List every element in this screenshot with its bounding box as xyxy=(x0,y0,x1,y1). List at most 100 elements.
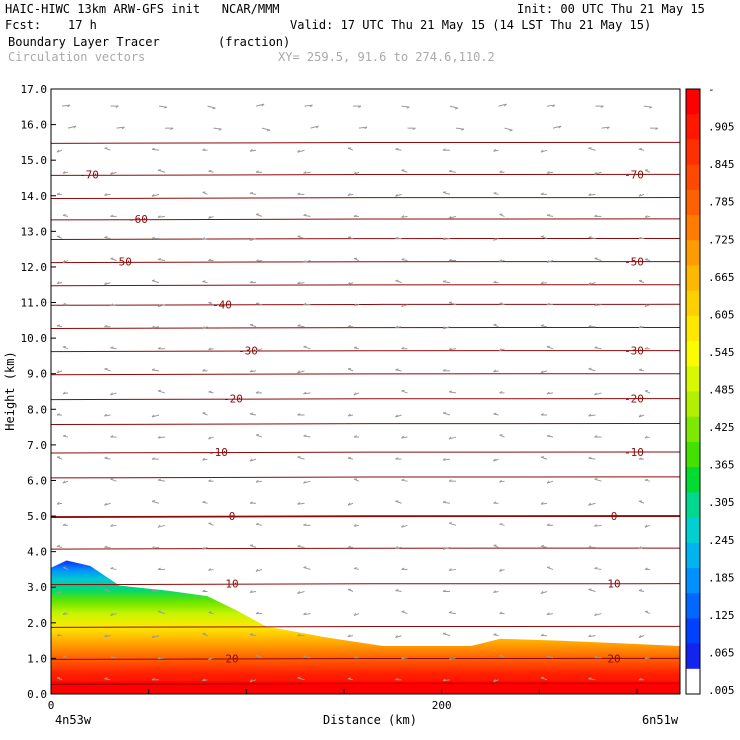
plot-frame xyxy=(50,88,681,695)
circulation-vector-head xyxy=(594,478,598,480)
circulation-vector xyxy=(442,281,451,284)
circulation-vector xyxy=(594,171,602,175)
circulation-vector xyxy=(110,258,117,262)
circulation-vector xyxy=(151,500,160,504)
circulation-vector-head xyxy=(448,347,452,351)
circulation-vector-head xyxy=(347,324,351,328)
circulation-vector-head xyxy=(249,501,253,504)
circulation-vector-head xyxy=(157,656,161,660)
circulation-vector xyxy=(594,478,602,482)
isotherm-line xyxy=(51,350,680,353)
circulation-vector xyxy=(546,104,556,107)
circulation-vector xyxy=(151,193,160,197)
circulation-vector-head xyxy=(249,237,253,241)
circulation-vector xyxy=(213,127,222,130)
circulation-vector-head xyxy=(170,127,174,131)
circulation-vector xyxy=(297,370,305,374)
circulation-vector-head xyxy=(540,544,544,547)
circulation-vector-head xyxy=(395,236,399,239)
circulation-vector-head xyxy=(588,324,592,328)
circulation-vector xyxy=(594,567,602,570)
colorbar-label: - xyxy=(708,83,715,96)
circulation-vector-head xyxy=(110,613,113,616)
circulation-vector-head xyxy=(395,457,399,460)
circulation-vector-head xyxy=(347,193,351,196)
circulation-vector xyxy=(449,105,459,109)
circulation-vector-head xyxy=(104,236,108,238)
circulation-vector-head xyxy=(412,127,416,131)
isotherm-line xyxy=(51,515,680,518)
x-end-label-left: 4n53w xyxy=(55,713,92,727)
y-tick-label: 16.0 xyxy=(21,119,48,132)
circulation-vector-head xyxy=(303,523,307,526)
circulation-vector-head xyxy=(448,169,452,172)
circulation-vector-head xyxy=(644,258,649,261)
circulation-vector-head xyxy=(249,679,253,683)
colorbar-swatch xyxy=(686,164,700,191)
circulation-vector-head xyxy=(638,325,642,329)
circulation-vector-head xyxy=(208,657,211,661)
circulation-vector-head xyxy=(638,147,643,150)
circulation-vector xyxy=(588,414,596,417)
circulation-vector-head xyxy=(62,655,67,658)
circulation-vector-head xyxy=(395,279,399,282)
circulation-vector xyxy=(255,434,263,438)
isotherm-line xyxy=(51,326,680,329)
circulation-vector-head xyxy=(56,192,60,195)
circulation-vector-head xyxy=(448,258,452,261)
circulation-vector xyxy=(540,591,548,594)
circulation-vector-head xyxy=(249,148,253,152)
circulation-vector xyxy=(151,590,160,593)
circulation-vector-head xyxy=(56,149,60,153)
circulation-vector xyxy=(303,613,311,616)
circulation-vector-head xyxy=(202,500,206,503)
circulation-vector-head xyxy=(552,104,556,108)
circulation-vector-head xyxy=(151,546,155,549)
circulation-vector-head xyxy=(546,213,550,216)
circulation-vector-head xyxy=(353,214,357,217)
circulation-vector-head xyxy=(249,590,253,593)
circulation-vector xyxy=(151,280,160,284)
circulation-vector-head xyxy=(255,391,259,394)
isotherm-label: -30 xyxy=(624,345,644,358)
circulation-vector-head xyxy=(56,501,60,505)
circulation-vector-head xyxy=(202,589,206,592)
isotherm-line xyxy=(51,625,680,628)
circulation-vector xyxy=(588,193,596,196)
circulation-vector xyxy=(588,368,596,372)
circulation-vector xyxy=(157,611,166,615)
circulation-vector xyxy=(104,502,111,506)
circulation-vector xyxy=(588,457,596,460)
circulation-vector xyxy=(151,635,160,639)
circulation-vector-head xyxy=(546,655,550,658)
circulation-vector-head xyxy=(297,324,301,327)
isotherm-line xyxy=(51,173,680,176)
circulation-vector-head xyxy=(594,392,597,396)
circulation-vector-head xyxy=(540,370,544,374)
circulation-vector xyxy=(303,171,311,174)
circulation-vector xyxy=(297,677,305,681)
circulation-vector-head xyxy=(249,323,254,326)
isotherm-line xyxy=(51,237,680,240)
circulation-vector-head xyxy=(151,635,155,638)
isotherm-label: 10 xyxy=(607,578,620,591)
colorbar-swatch xyxy=(686,416,700,443)
circulation-vector-head xyxy=(297,281,301,285)
circulation-vector-head xyxy=(249,458,253,462)
circulation-vector-head xyxy=(401,389,405,392)
circulation-vector-head xyxy=(208,169,212,172)
circulation-vector-head xyxy=(540,281,544,284)
circulation-vector xyxy=(643,105,653,108)
circulation-vector-head xyxy=(600,105,604,108)
circulation-vector xyxy=(401,524,408,528)
circulation-vector xyxy=(448,568,457,571)
circulation-vector-head xyxy=(297,544,301,547)
circulation-vector-head xyxy=(266,129,271,132)
circulation-vector-head xyxy=(588,677,592,680)
circulation-vector-head xyxy=(649,106,653,109)
circulation-vector-head xyxy=(644,304,648,307)
circulation-vector-head xyxy=(255,568,259,572)
circulation-vector xyxy=(297,282,305,285)
colorbar-swatch xyxy=(686,492,700,519)
circulation-vector-head xyxy=(110,435,114,438)
